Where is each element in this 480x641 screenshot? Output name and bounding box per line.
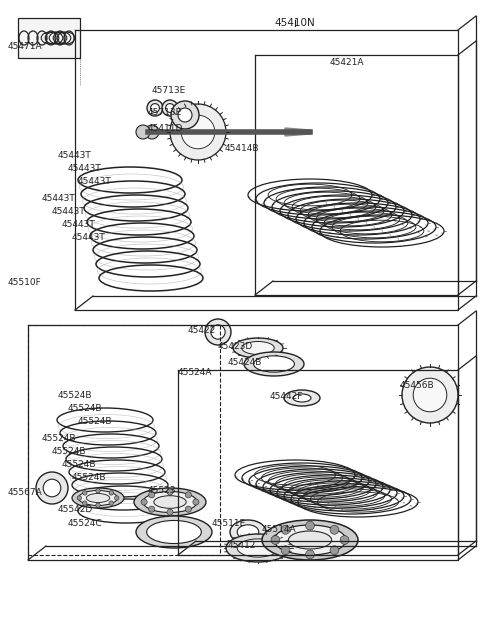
Circle shape: [185, 492, 192, 498]
Circle shape: [83, 491, 87, 495]
Circle shape: [167, 509, 173, 515]
Text: 45524B: 45524B: [62, 460, 96, 469]
Text: 45524A: 45524A: [178, 367, 213, 376]
Text: 45524B: 45524B: [42, 433, 76, 442]
Text: 45443T: 45443T: [78, 176, 112, 185]
Circle shape: [185, 506, 192, 512]
Ellipse shape: [211, 325, 225, 339]
Text: 45713E: 45713E: [152, 85, 186, 94]
Ellipse shape: [36, 472, 68, 504]
Circle shape: [281, 545, 290, 554]
Text: 45542D: 45542D: [58, 506, 93, 515]
Text: 45524B: 45524B: [52, 447, 86, 456]
Circle shape: [115, 495, 119, 500]
Ellipse shape: [293, 394, 311, 402]
Ellipse shape: [262, 520, 358, 560]
Text: 45423D: 45423D: [218, 342, 253, 351]
Ellipse shape: [151, 104, 159, 112]
Circle shape: [402, 367, 458, 423]
Text: 45524B: 45524B: [78, 417, 112, 426]
Ellipse shape: [288, 531, 332, 549]
Text: 45523: 45523: [148, 485, 177, 494]
Circle shape: [167, 489, 173, 495]
Circle shape: [281, 526, 290, 534]
Text: 45524B: 45524B: [58, 390, 93, 399]
Text: 45567A: 45567A: [8, 488, 43, 497]
Circle shape: [170, 104, 226, 160]
Ellipse shape: [136, 125, 150, 139]
Text: 45424B: 45424B: [228, 358, 263, 367]
Ellipse shape: [154, 495, 186, 508]
Text: 45412: 45412: [228, 542, 256, 551]
Ellipse shape: [226, 534, 290, 562]
Text: 45422: 45422: [188, 326, 216, 335]
Ellipse shape: [230, 520, 266, 544]
Circle shape: [109, 491, 113, 495]
Circle shape: [340, 536, 349, 544]
Circle shape: [96, 488, 100, 493]
Text: 45443T: 45443T: [58, 151, 92, 160]
Text: 45410N: 45410N: [275, 18, 315, 28]
Circle shape: [83, 501, 87, 505]
Ellipse shape: [79, 490, 118, 506]
Circle shape: [141, 499, 147, 505]
Circle shape: [413, 378, 447, 412]
Ellipse shape: [178, 108, 192, 122]
Circle shape: [96, 503, 100, 508]
Text: 45443T: 45443T: [42, 194, 76, 203]
Text: 45443T: 45443T: [72, 233, 106, 242]
Ellipse shape: [136, 516, 212, 548]
Ellipse shape: [237, 539, 279, 557]
Ellipse shape: [43, 479, 61, 497]
Ellipse shape: [205, 319, 231, 345]
Text: 45442F: 45442F: [270, 392, 303, 401]
Ellipse shape: [237, 525, 259, 539]
Polygon shape: [285, 128, 310, 136]
Circle shape: [330, 545, 339, 554]
Circle shape: [149, 506, 155, 512]
Ellipse shape: [147, 520, 202, 544]
Ellipse shape: [242, 342, 274, 354]
Ellipse shape: [244, 352, 304, 376]
Text: 45514A: 45514A: [262, 526, 297, 535]
FancyBboxPatch shape: [18, 18, 80, 58]
Circle shape: [306, 521, 314, 530]
Text: 45510F: 45510F: [8, 278, 42, 287]
Ellipse shape: [233, 338, 283, 358]
Text: 45471A: 45471A: [8, 42, 43, 51]
Text: 45511E: 45511E: [212, 519, 246, 528]
Text: 45411D: 45411D: [148, 124, 183, 133]
Circle shape: [181, 115, 215, 149]
Circle shape: [271, 536, 280, 544]
Ellipse shape: [145, 125, 159, 139]
Ellipse shape: [143, 492, 197, 513]
Text: 45713E: 45713E: [148, 108, 182, 117]
Ellipse shape: [72, 488, 124, 508]
Circle shape: [330, 526, 339, 534]
Text: 45524B: 45524B: [68, 403, 103, 413]
Ellipse shape: [166, 104, 174, 112]
Ellipse shape: [171, 101, 199, 129]
Ellipse shape: [134, 488, 206, 516]
Ellipse shape: [253, 356, 294, 372]
Text: 45443T: 45443T: [62, 219, 96, 228]
Circle shape: [77, 495, 82, 500]
Text: 45456B: 45456B: [400, 381, 434, 390]
Text: 45524B: 45524B: [72, 472, 107, 481]
Ellipse shape: [86, 494, 110, 503]
Circle shape: [149, 492, 155, 498]
Circle shape: [193, 499, 199, 505]
Ellipse shape: [284, 390, 320, 406]
Text: 45443T: 45443T: [68, 163, 102, 172]
Text: 45421A: 45421A: [330, 58, 364, 67]
Ellipse shape: [147, 100, 163, 116]
Text: 45524C: 45524C: [68, 519, 103, 528]
Circle shape: [306, 550, 314, 559]
Circle shape: [109, 501, 113, 505]
Text: 45414B: 45414B: [225, 144, 260, 153]
Ellipse shape: [162, 100, 178, 116]
Ellipse shape: [274, 525, 346, 555]
Text: 45443T: 45443T: [52, 206, 86, 215]
